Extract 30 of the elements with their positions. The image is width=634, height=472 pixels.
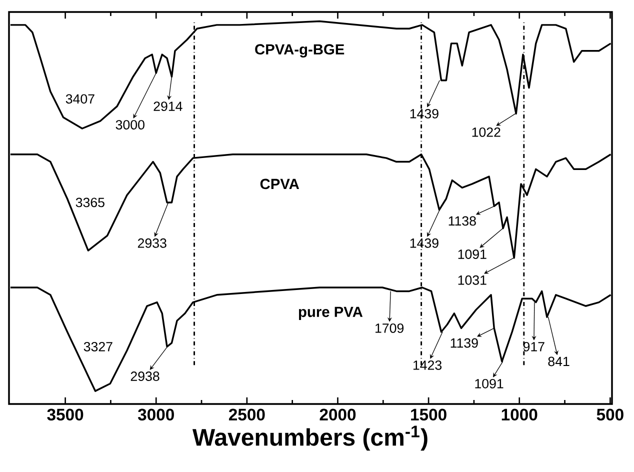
annotation: 917 bbox=[523, 342, 544, 352]
annotation: 1091 bbox=[458, 250, 486, 259]
annotation: 1439 bbox=[410, 238, 438, 248]
annotation: 1091 bbox=[475, 378, 504, 388]
annotation: 2938 bbox=[130, 372, 160, 381]
annotation: 3407 bbox=[66, 94, 94, 104]
annotation: 1709 bbox=[376, 323, 404, 333]
series-label: CPVA bbox=[260, 178, 300, 190]
x-tick-label: 3500 bbox=[47, 408, 84, 421]
annotation: 1423 bbox=[413, 360, 442, 370]
annotation: 1031 bbox=[458, 275, 486, 285]
x-axis-title: Wavenumbers (cm$^{-1}$) bbox=[192, 426, 428, 451]
series-label: CPVA-g-BGE bbox=[255, 44, 344, 58]
annotation: 3365 bbox=[76, 198, 104, 208]
annotation: 3000 bbox=[116, 120, 144, 130]
annotation: 3327 bbox=[84, 342, 112, 352]
annotation: 1439 bbox=[410, 108, 438, 118]
annotation: 1138 bbox=[448, 216, 476, 226]
x-tick-label: 1500 bbox=[411, 408, 446, 421]
annotation: 2914 bbox=[154, 102, 182, 112]
x-tick-label: 2000 bbox=[320, 408, 356, 421]
x-tick-label: 500 bbox=[596, 408, 624, 421]
legend-label: pure PVA bbox=[298, 306, 363, 320]
annotation: 1139 bbox=[450, 338, 478, 348]
x-tick-label: 2500 bbox=[228, 408, 265, 421]
x-tick-label: 1000 bbox=[502, 408, 538, 421]
x-tick-label: 3000 bbox=[138, 408, 174, 421]
annotation: 841 bbox=[548, 356, 570, 366]
annotation: 1022 bbox=[472, 127, 500, 137]
annotation: 2933 bbox=[138, 238, 166, 248]
